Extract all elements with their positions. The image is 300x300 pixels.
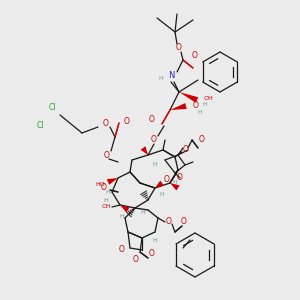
Text: O: O (177, 173, 183, 182)
Text: O: O (193, 101, 199, 110)
Text: H: H (172, 181, 177, 185)
Text: OH: OH (204, 95, 214, 101)
Text: O: O (192, 52, 198, 61)
Text: Cl: Cl (48, 103, 56, 112)
Text: O: O (149, 116, 155, 124)
Polygon shape (155, 181, 164, 188)
Text: H: H (198, 110, 203, 115)
Text: O: O (124, 116, 130, 125)
Text: O: O (183, 146, 189, 154)
Text: H: H (141, 209, 146, 214)
Text: OH: OH (102, 205, 112, 209)
Polygon shape (170, 103, 187, 110)
Text: O: O (181, 218, 187, 226)
Text: O: O (101, 184, 107, 193)
Polygon shape (120, 205, 130, 212)
Text: H: H (106, 190, 110, 194)
Text: HO: HO (95, 182, 105, 187)
Text: O: O (149, 250, 155, 259)
Text: H: H (103, 197, 108, 202)
Text: O: O (166, 218, 172, 226)
Text: H: H (159, 76, 164, 80)
Text: O: O (199, 136, 205, 145)
Text: O: O (103, 118, 109, 127)
Text: O: O (119, 245, 125, 254)
Text: O: O (176, 44, 182, 52)
Text: H: H (202, 101, 207, 106)
Text: O: O (164, 176, 170, 184)
Text: H: H (153, 163, 158, 167)
Polygon shape (170, 183, 180, 190)
Text: O: O (133, 256, 139, 265)
Text: H: H (153, 238, 158, 242)
Text: N: N (168, 71, 174, 80)
Text: O: O (151, 136, 157, 145)
Text: Cl: Cl (36, 121, 44, 130)
Polygon shape (179, 92, 198, 103)
Text: O: O (104, 151, 110, 160)
Text: H: H (160, 193, 164, 197)
Polygon shape (141, 146, 148, 155)
Text: H: H (120, 214, 124, 220)
Polygon shape (107, 178, 118, 185)
